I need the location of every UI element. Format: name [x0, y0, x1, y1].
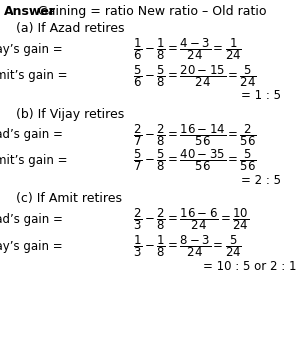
- Text: Azad’s gain =: Azad’s gain =: [0, 128, 63, 141]
- Text: Gaining = ratio New ratio – Old ratio: Gaining = ratio New ratio – Old ratio: [34, 5, 267, 18]
- Text: Azad’s gain =: Azad’s gain =: [0, 213, 63, 226]
- Text: $\dfrac{2}{3}-\dfrac{2}{8}=\dfrac{16-6}{24}=\dfrac{10}{24}$: $\dfrac{2}{3}-\dfrac{2}{8}=\dfrac{16-6}{…: [133, 207, 249, 232]
- Text: (b) If Vijay retires: (b) If Vijay retires: [4, 108, 124, 120]
- Text: = 1 : 5: = 1 : 5: [241, 89, 281, 102]
- Text: Answer: Answer: [4, 5, 56, 18]
- Text: Amit’s gain =: Amit’s gain =: [0, 154, 67, 167]
- Text: $\dfrac{5}{7}-\dfrac{5}{8}=\dfrac{40-35}{56}=\dfrac{5}{56}$: $\dfrac{5}{7}-\dfrac{5}{8}=\dfrac{40-35}…: [133, 148, 257, 173]
- Text: $\dfrac{1}{6}-\dfrac{1}{8}=\dfrac{4-3}{24}=\dfrac{1}{24}$: $\dfrac{1}{6}-\dfrac{1}{8}=\dfrac{4-3}{2…: [133, 37, 242, 62]
- Text: Vijay’s gain =: Vijay’s gain =: [0, 43, 63, 56]
- Text: $\dfrac{2}{7}-\dfrac{2}{8}=\dfrac{16-14}{56}=\dfrac{2}{56}$: $\dfrac{2}{7}-\dfrac{2}{8}=\dfrac{16-14}…: [133, 122, 257, 148]
- Text: = 2 : 5: = 2 : 5: [241, 174, 281, 186]
- Text: Vijay’s gain =: Vijay’s gain =: [0, 240, 63, 252]
- Text: = 10 : 5 or 2 : 1: = 10 : 5 or 2 : 1: [203, 260, 296, 273]
- Text: $\dfrac{5}{6}-\dfrac{5}{8}=\dfrac{20-15}{24}=\dfrac{5}{24}$: $\dfrac{5}{6}-\dfrac{5}{8}=\dfrac{20-15}…: [133, 63, 257, 89]
- Text: $\dfrac{1}{3}-\dfrac{1}{8}=\dfrac{8-3}{24}=\dfrac{5}{24}$: $\dfrac{1}{3}-\dfrac{1}{8}=\dfrac{8-3}{2…: [133, 233, 242, 259]
- Text: Amit’s gain =: Amit’s gain =: [0, 70, 67, 82]
- Text: (a) If Azad retires: (a) If Azad retires: [4, 23, 124, 35]
- Text: (c) If Amit retires: (c) If Amit retires: [4, 192, 122, 205]
